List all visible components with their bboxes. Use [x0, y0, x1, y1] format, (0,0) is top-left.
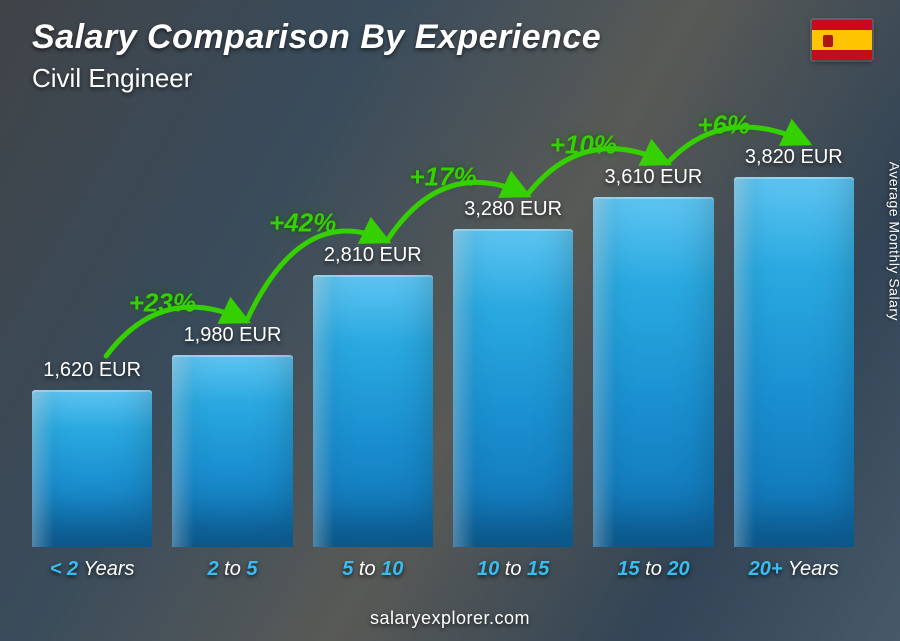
page-subtitle: Civil Engineer	[32, 63, 601, 94]
x-axis-label: 5 to 10	[313, 558, 433, 581]
footer-attribution: salaryexplorer.com	[0, 608, 900, 629]
bar-wrap: 1,980 EUR	[172, 101, 292, 547]
salary-chart: 1,620 EUR 1,980 EUR 2,810 EUR 3,280 EUR 3,61…	[28, 101, 858, 581]
x-axis-label: 20+ Years	[734, 558, 854, 581]
x-axis-label: 2 to 5	[172, 558, 292, 581]
flag-stripe-bottom	[812, 50, 872, 60]
bar-value-label: 2,810 EUR	[324, 244, 422, 267]
bar	[172, 355, 292, 547]
bar-wrap: 3,280 EUR	[453, 101, 573, 547]
bar-wrap: 3,820 EUR	[734, 101, 854, 547]
bar-wrap: 2,810 EUR	[313, 101, 433, 547]
y-axis-label: Average Monthly Salary	[886, 161, 900, 320]
x-axis: < 2 Years 2 to 5 5 to 10 10 to 15 15 to 20 20…	[28, 558, 858, 581]
bar-value-label: 3,820 EUR	[745, 146, 843, 169]
bar-value-label: 1,620 EUR	[43, 359, 141, 382]
bar-value-label: 1,980 EUR	[184, 324, 282, 347]
x-axis-label: 10 to 15	[453, 558, 573, 581]
bar	[313, 275, 433, 547]
flag-stripe-middle	[812, 30, 872, 50]
bar-wrap: 1,620 EUR	[32, 101, 152, 547]
header: Salary Comparison By Experience Civil En…	[32, 18, 601, 94]
bars-container: 1,620 EUR 1,980 EUR 2,810 EUR 3,280 EUR 3,61…	[28, 101, 858, 547]
bar-value-label: 3,280 EUR	[464, 198, 562, 221]
bar-value-label: 3,610 EUR	[605, 166, 703, 189]
bar-wrap: 3,610 EUR	[593, 101, 713, 547]
flag-stripe-top	[812, 20, 872, 30]
bar	[453, 229, 573, 547]
bar	[32, 390, 152, 547]
x-axis-label: 15 to 20	[593, 558, 713, 581]
flag-crest-icon	[823, 35, 833, 47]
bar	[734, 177, 854, 547]
page-title: Salary Comparison By Experience	[32, 18, 601, 57]
x-axis-label: < 2 Years	[32, 558, 152, 581]
flag-spain-icon	[812, 20, 872, 60]
bar	[593, 197, 713, 547]
